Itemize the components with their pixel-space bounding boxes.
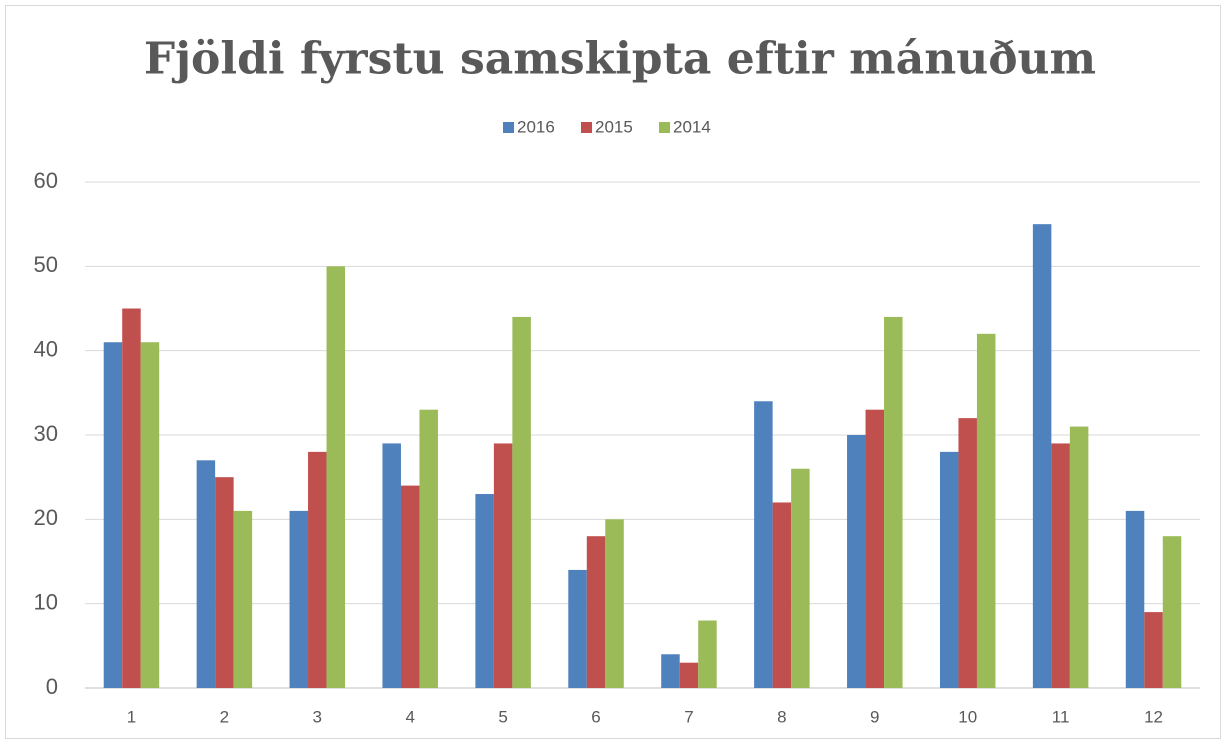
bar xyxy=(661,654,680,688)
bar xyxy=(847,435,866,688)
x-tick-label: 9 xyxy=(870,707,879,726)
legend-swatch xyxy=(503,122,514,133)
bar xyxy=(419,409,438,688)
bar xyxy=(215,477,234,688)
bar xyxy=(791,468,810,688)
x-tick-label: 5 xyxy=(498,707,507,726)
bar xyxy=(1162,536,1182,688)
bar xyxy=(884,316,903,688)
bar xyxy=(122,308,141,688)
bar xyxy=(140,342,160,688)
bar xyxy=(958,418,977,688)
bar xyxy=(289,510,309,688)
x-tick-label: 1 xyxy=(127,707,136,726)
y-tick-label: 50 xyxy=(34,252,58,277)
bar xyxy=(400,485,420,688)
bar xyxy=(586,536,606,688)
bar xyxy=(976,333,996,688)
bar xyxy=(512,316,531,688)
y-tick-label: 60 xyxy=(34,168,58,193)
bar xyxy=(568,569,587,688)
legend-label: 2014 xyxy=(673,117,711,136)
y-tick-label: 30 xyxy=(34,421,58,446)
y-tick-label: 0 xyxy=(46,674,58,699)
bar xyxy=(382,443,401,688)
x-tick-label: 10 xyxy=(958,707,977,726)
legend-swatch xyxy=(581,122,592,133)
x-tick-label: 3 xyxy=(313,707,322,726)
bar xyxy=(754,401,773,688)
x-tick-label: 8 xyxy=(777,707,786,726)
bar xyxy=(308,451,327,688)
bar xyxy=(865,409,885,688)
x-tick-label: 6 xyxy=(591,707,600,726)
legend-swatch xyxy=(659,122,670,133)
bar xyxy=(493,443,513,688)
legend-label: 2015 xyxy=(595,117,633,136)
x-tick-label: 7 xyxy=(684,707,693,726)
bar xyxy=(939,451,959,688)
x-tick-label: 4 xyxy=(405,707,414,726)
legend-label: 2016 xyxy=(517,117,555,136)
x-tick-label: 11 xyxy=(1052,707,1070,726)
bar xyxy=(475,494,494,688)
x-tick-label: 12 xyxy=(1144,707,1163,726)
bar xyxy=(698,620,717,688)
x-tick-label: 2 xyxy=(220,707,229,726)
bar xyxy=(1032,224,1052,688)
y-tick-label: 20 xyxy=(34,505,58,530)
bar xyxy=(233,510,253,688)
bar xyxy=(772,502,792,688)
bar xyxy=(326,266,346,688)
y-tick-label: 40 xyxy=(34,336,58,361)
bar xyxy=(1051,443,1070,688)
bar xyxy=(196,460,216,688)
bar xyxy=(605,519,624,688)
bar xyxy=(1069,426,1089,688)
bar xyxy=(103,342,123,688)
chart-title: Fjöldi fyrstu samskipta eftir mánuðum xyxy=(144,34,1096,85)
bar xyxy=(679,662,699,688)
bar xyxy=(1125,510,1145,688)
bar xyxy=(1144,612,1163,688)
y-tick-label: 10 xyxy=(34,589,58,614)
